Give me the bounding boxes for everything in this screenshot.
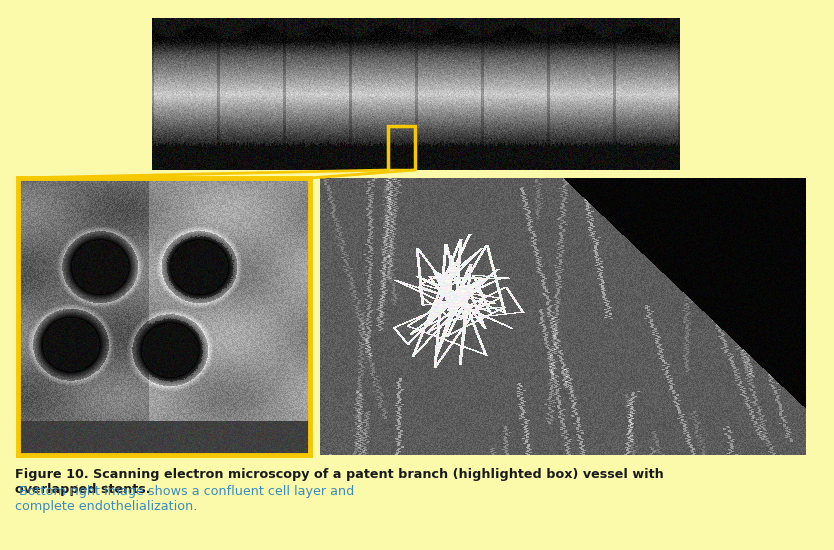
- Bar: [388, 126, 415, 170]
- Text: Bottom right image shows a confluent cell layer and
complete endothelialization.: Bottom right image shows a confluent cel…: [15, 485, 354, 513]
- Text: Figure 10. Scanning electron microscopy of a patent branch (highlighted box) ves: Figure 10. Scanning electron microscopy …: [15, 468, 664, 496]
